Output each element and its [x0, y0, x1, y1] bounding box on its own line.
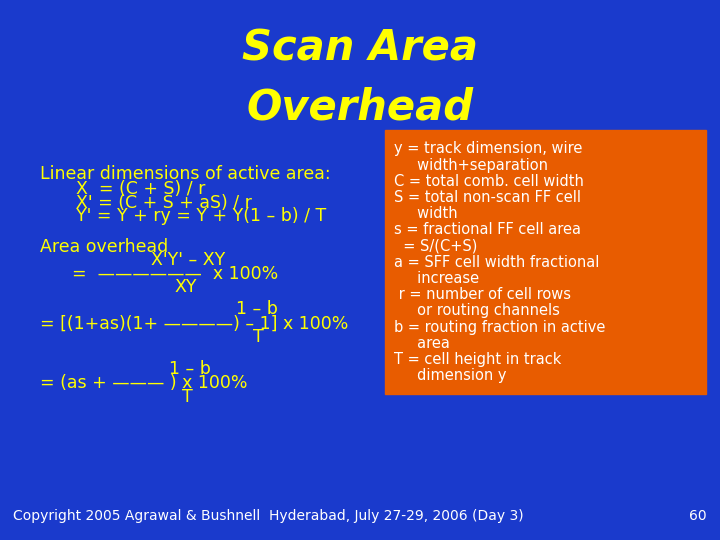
Text: 1 – b: 1 – b — [236, 300, 278, 318]
Text: X' = (C + S + aS) / r: X' = (C + S + aS) / r — [76, 194, 251, 212]
Text: width+separation: width+separation — [394, 158, 548, 173]
Text: Area overhead: Area overhead — [40, 238, 168, 255]
Text: Scan Area: Scan Area — [242, 28, 478, 70]
Text: = S/(C+S): = S/(C+S) — [394, 239, 477, 254]
Text: S = total non-scan FF cell: S = total non-scan FF cell — [394, 190, 581, 205]
Text: Copyright 2005 Agrawal & Bushnell  Hyderabad, July 27-29, 2006 (Day 3): Copyright 2005 Agrawal & Bushnell Hydera… — [13, 509, 523, 523]
Text: increase: increase — [394, 271, 479, 286]
Text: 60: 60 — [690, 509, 707, 523]
Text: s = fractional FF cell area: s = fractional FF cell area — [394, 222, 581, 238]
Text: = [(1+as)(1+ ————) – 1] x 100%: = [(1+as)(1+ ————) – 1] x 100% — [40, 314, 348, 332]
Text: or routing channels: or routing channels — [394, 303, 559, 319]
Text: XY: XY — [175, 278, 197, 296]
Text: X'Y' – XY: X'Y' – XY — [151, 251, 225, 269]
Text: b = routing fraction in active: b = routing fraction in active — [394, 320, 606, 335]
Text: X  = (C + S) / r: X = (C + S) / r — [76, 180, 205, 198]
Text: = (as + ——— ) x 100%: = (as + ——— ) x 100% — [40, 374, 247, 392]
Text: T = cell height in track: T = cell height in track — [394, 352, 561, 367]
Text: T: T — [253, 328, 264, 346]
Text: Y' = Y + ry = Y + Y(1 – b) / T: Y' = Y + ry = Y + Y(1 – b) / T — [76, 207, 326, 225]
Text: =  ——————  x 100%: = —————— x 100% — [72, 265, 278, 282]
Text: dimension y: dimension y — [394, 368, 506, 383]
Text: y = track dimension, wire: y = track dimension, wire — [394, 141, 582, 157]
Text: a = SFF cell width fractional: a = SFF cell width fractional — [394, 255, 599, 270]
Text: 1 – b: 1 – b — [169, 360, 211, 378]
Text: r = number of cell rows: r = number of cell rows — [394, 287, 571, 302]
Text: area: area — [394, 336, 450, 351]
Text: Overhead: Overhead — [246, 87, 474, 129]
Text: Linear dimensions of active area:: Linear dimensions of active area: — [40, 165, 330, 183]
Text: T: T — [182, 388, 193, 406]
Bar — [385, 130, 706, 394]
Text: width: width — [394, 206, 457, 221]
Text: C = total comb. cell width: C = total comb. cell width — [394, 174, 584, 189]
